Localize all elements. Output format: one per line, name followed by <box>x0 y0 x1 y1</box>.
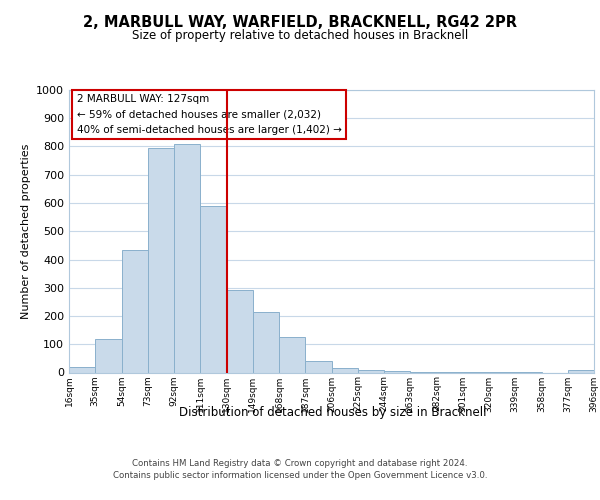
Bar <box>331 368 358 372</box>
Bar <box>358 370 384 372</box>
Text: 2 MARBULL WAY: 127sqm
← 59% of detached houses are smaller (2,032)
40% of semi-d: 2 MARBULL WAY: 127sqm ← 59% of detached … <box>77 94 342 134</box>
Bar <box>200 206 227 372</box>
Bar <box>148 148 174 372</box>
Bar <box>69 368 95 372</box>
Text: 2, MARBULL WAY, WARFIELD, BRACKNELL, RG42 2PR: 2, MARBULL WAY, WARFIELD, BRACKNELL, RG4… <box>83 15 517 30</box>
Text: Distribution of detached houses by size in Bracknell: Distribution of detached houses by size … <box>179 406 487 419</box>
Bar <box>279 337 305 372</box>
Bar <box>95 338 121 372</box>
Text: Size of property relative to detached houses in Bracknell: Size of property relative to detached ho… <box>132 30 468 43</box>
Text: Contains public sector information licensed under the Open Government Licence v3: Contains public sector information licen… <box>113 472 487 480</box>
Bar <box>253 312 279 372</box>
Bar <box>121 250 148 372</box>
Y-axis label: Number of detached properties: Number of detached properties <box>20 144 31 319</box>
Bar <box>174 144 200 372</box>
Bar <box>227 290 253 372</box>
Text: Contains HM Land Registry data © Crown copyright and database right 2024.: Contains HM Land Registry data © Crown c… <box>132 460 468 468</box>
Bar <box>568 370 594 372</box>
Bar <box>305 360 331 372</box>
